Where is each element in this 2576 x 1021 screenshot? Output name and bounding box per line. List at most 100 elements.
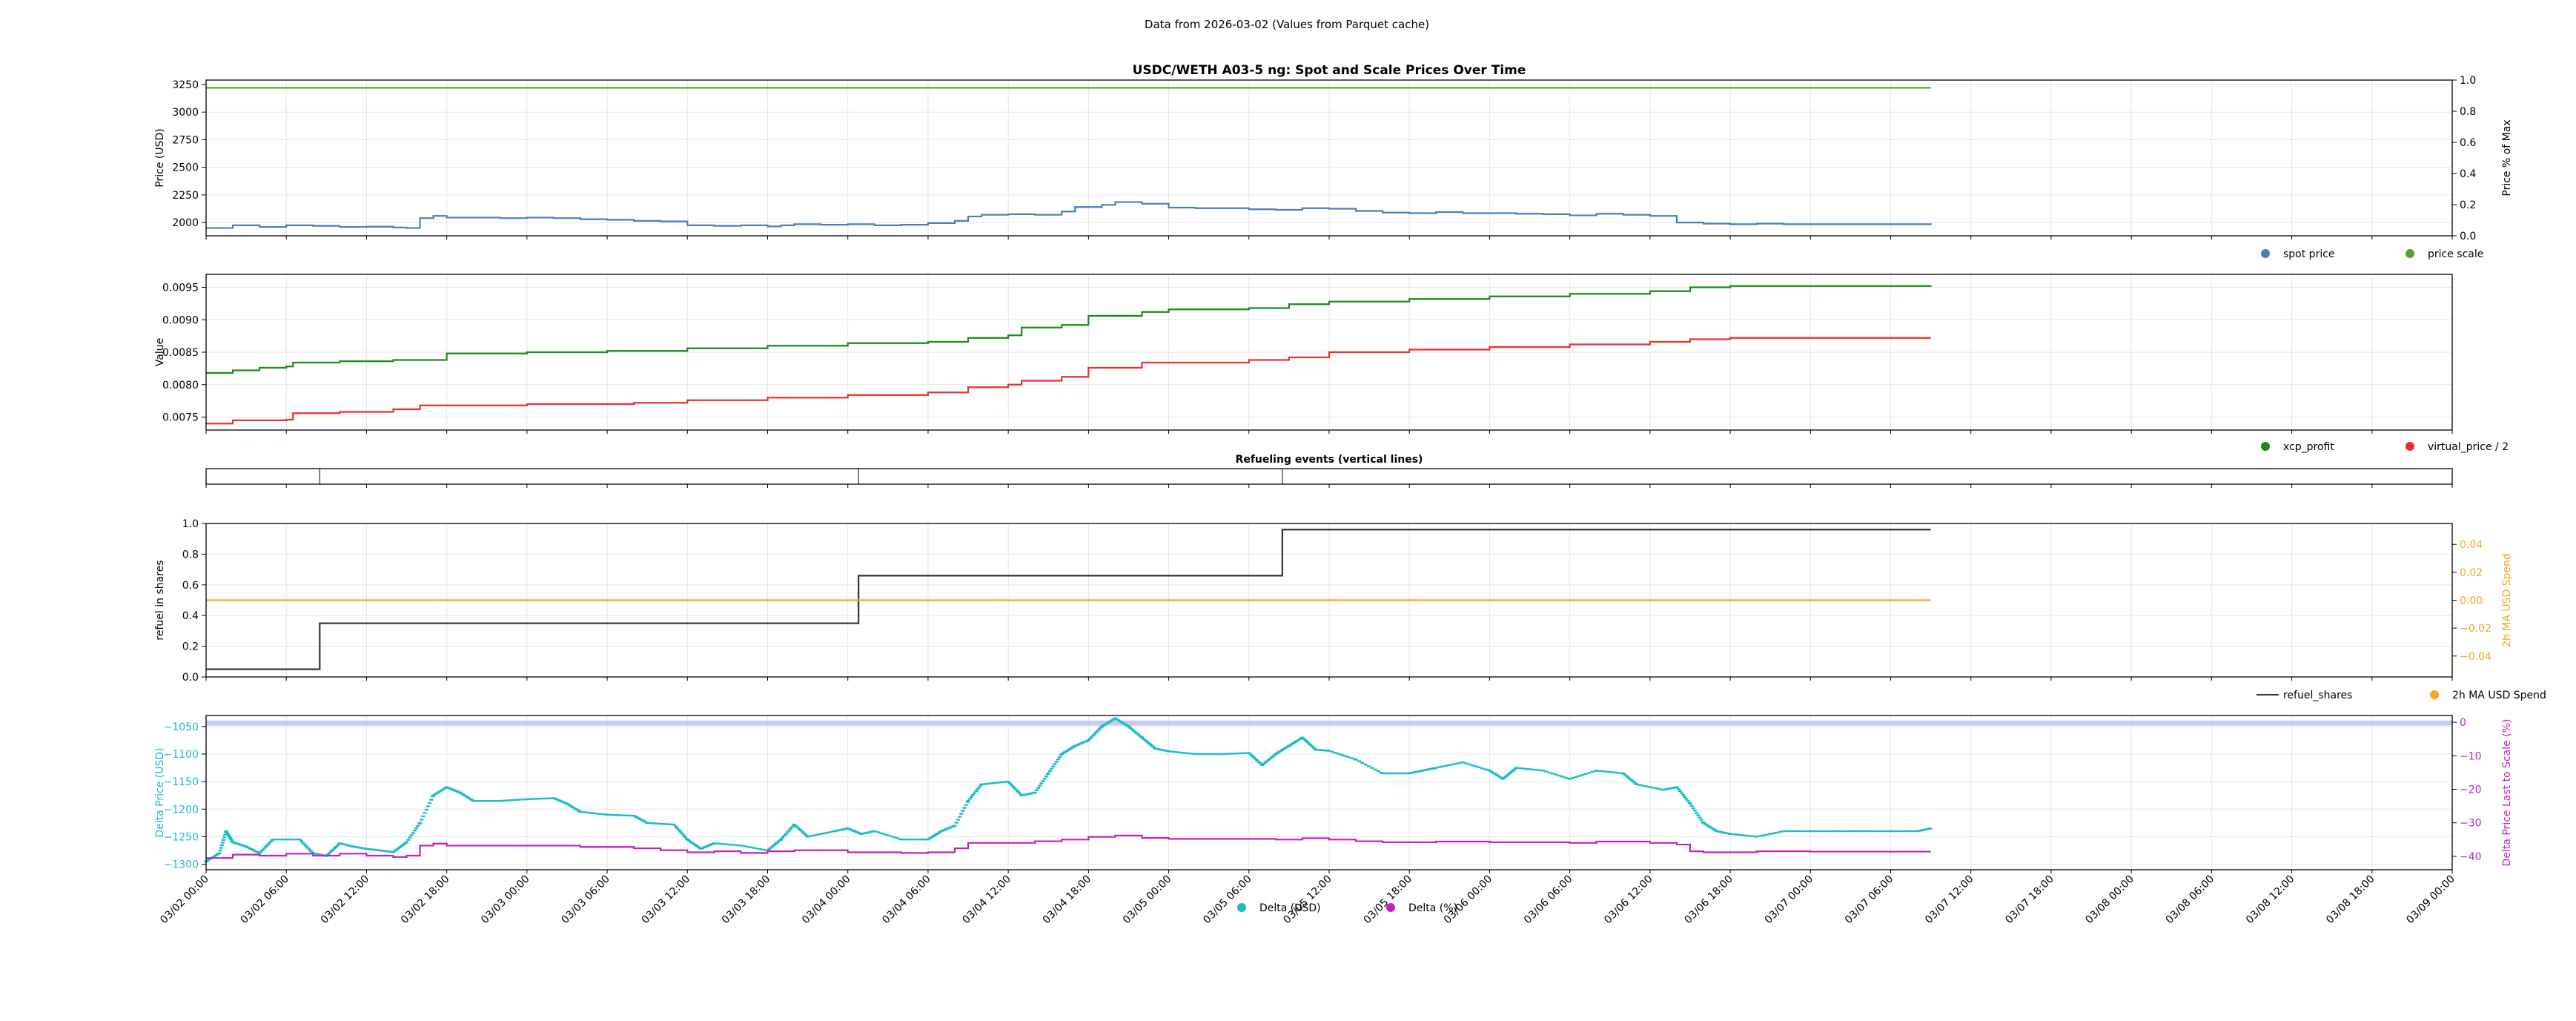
delta-usd-marker [1865,830,1870,833]
delta-usd-marker [1495,774,1500,777]
delta-usd-marker [652,822,656,825]
delta-usd-marker [1557,774,1561,777]
delta-usd-marker [504,799,509,802]
delta-usd-marker [230,839,234,842]
delta-usd-marker [1761,834,1766,836]
delta-usd-marker [1638,784,1642,786]
delta-usd-marker [828,830,832,833]
delta-usd-marker [1041,780,1045,782]
delta-usd-marker [423,812,427,814]
delta-usd-marker [1696,814,1701,816]
delta-usd-marker [971,793,976,796]
ytick-label: −1150 [164,776,199,788]
delta-usd-marker [782,835,787,837]
delta-usd-marker [1239,752,1244,755]
delta-usd-marker [1056,759,1060,761]
delta-usd-marker [794,825,798,827]
delta-usd-marker [544,797,549,800]
delta-usd-marker [1892,830,1896,833]
delta-usd-marker [999,781,1003,784]
delta-usd-marker [220,842,225,844]
delta-usd-marker [328,852,332,854]
delta-usd-marker [1260,764,1265,767]
delta-usd-marker [1563,776,1568,779]
delta-usd-marker [1340,754,1344,756]
delta-usd-marker [287,838,291,841]
delta-usd-marker [1541,770,1546,772]
delta-usd-marker [821,832,826,835]
delta-usd-marker [428,802,432,804]
delta-usd-marker [815,833,820,836]
delta-usd-marker [933,834,937,836]
delta-usd-marker [1179,751,1184,754]
delta-usd-marker [787,829,791,832]
ytick-label: −1250 [164,831,199,843]
delta-usd-marker [909,838,913,841]
xtick-label: 03/08 06:00 [2164,873,2217,927]
delta-usd-marker [565,802,569,805]
delta-usd-marker [334,845,338,848]
delta-usd-marker [501,799,506,802]
delta-usd-marker [712,842,716,845]
delta-usd-marker [1258,762,1262,764]
delta-usd-marker [424,808,428,811]
delta-usd-marker [302,843,307,846]
delta-usd-marker [649,822,653,825]
delta-usd-marker [1126,725,1130,728]
delta-usd-marker [1034,789,1039,792]
delta-usd-marker [1621,772,1626,775]
delta-usd-marker [517,799,522,801]
delta-usd-marker [1380,772,1385,775]
xtick-label: 03/04 12:00 [960,873,1013,927]
delta-usd-marker [1343,755,1348,757]
delta-usd-marker [892,836,896,839]
delta-usd-marker [1654,787,1658,790]
xtick-label: 03/04 18:00 [1041,873,1094,927]
delta-usd-marker [1061,752,1065,754]
delta-usd-marker [259,850,263,853]
delta-usd-marker [1121,722,1125,724]
delta-usd-marker [959,813,964,815]
ytick-right-label: 1.0 [2460,75,2476,87]
delta-usd-marker [725,843,729,845]
delta-usd-marker [222,836,227,839]
delta-usd-marker [1691,807,1695,810]
delta-usd-marker [1804,830,1809,833]
ytick-label: 2000 [172,217,199,229]
delta-usd-marker [790,826,795,828]
delta-usd-marker [677,829,681,831]
series-line-0 [206,285,1932,374]
delta-usd-marker [934,833,938,836]
delta-usd-marker [989,782,993,784]
delta-usd-marker [498,799,503,802]
delta-usd-marker [1103,723,1107,726]
delta-usd-marker [409,834,414,836]
delta-usd-marker [672,823,676,826]
delta-usd-marker [1131,730,1136,732]
ylabel-right: Price % of Max [2501,119,2513,196]
delta-usd-marker [1590,770,1595,773]
delta-usd-marker [1868,830,1873,833]
xtick-label: 03/08 18:00 [2324,873,2377,927]
delta-usd-marker [1327,750,1331,752]
delta-usd-marker [1280,749,1285,751]
delta-usd-marker [1607,770,1612,773]
delta-usd-marker [1467,763,1471,766]
delta-usd-marker [1270,756,1274,759]
delta-usd-marker [332,847,337,850]
delta-usd-marker [528,798,532,800]
delta-usd-marker [818,833,823,836]
figure-suptitle: Data from 2026-03-02 (Values from Parque… [1145,18,1429,31]
delta-usd-marker [1450,763,1454,766]
delta-usd-marker [1206,753,1211,756]
delta-usd-marker [1400,772,1404,775]
delta-usd-marker [1679,792,1683,794]
delta-usd-marker [1767,833,1772,836]
delta-usd-marker [217,852,222,854]
legend-label: Delta (USD) [1259,902,1321,914]
delta-usd-marker [1093,733,1097,735]
delta-usd-marker [212,855,216,858]
legend-dot [2406,442,2414,451]
delta-usd-marker [1271,755,1276,757]
